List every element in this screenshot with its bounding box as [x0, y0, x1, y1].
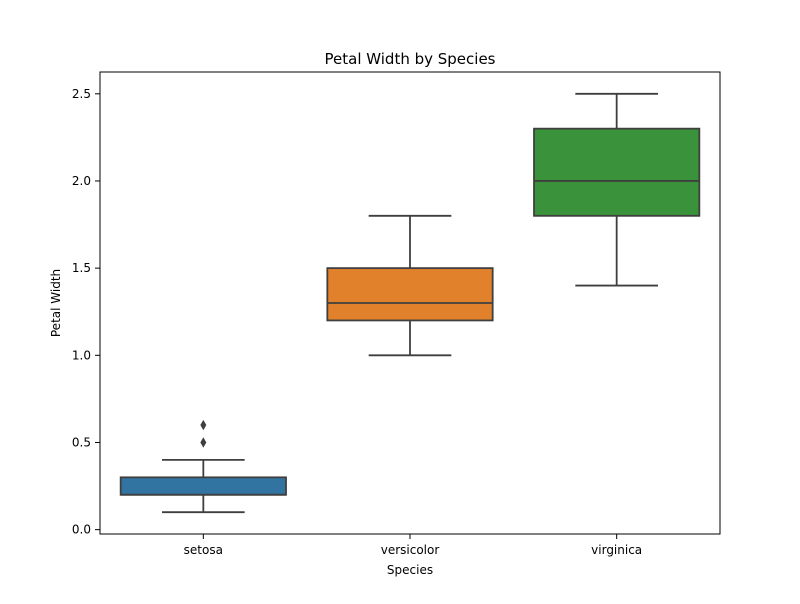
y-tick-label: 1.0	[72, 348, 91, 362]
outlier-point	[200, 437, 207, 448]
iqr-box	[119, 476, 287, 496]
box-versicolor	[326, 214, 494, 357]
iqr-box	[533, 127, 701, 217]
box-virginica	[533, 92, 701, 287]
y-tick-label: 2.0	[72, 174, 91, 188]
y-tick-label: 2.5	[72, 87, 91, 101]
x-axis-label: Species	[387, 563, 433, 577]
axis-ticks: setosa versicolor virginica 0.0 0.5 1.0 1.5 2.0…	[72, 87, 642, 557]
x-tick-label: versicolor	[381, 543, 440, 557]
x-tick-label: setosa	[184, 543, 223, 557]
y-tick-label: 1.5	[72, 261, 91, 275]
chart-title: Petal Width by Species	[325, 50, 496, 68]
y-tick-label: 0.0	[72, 523, 91, 537]
iqr-box	[326, 267, 494, 322]
outlier-point	[200, 419, 207, 431]
x-tick-label: virginica	[591, 543, 642, 557]
y-axis-label: Petal Width	[49, 269, 63, 337]
box-setosa	[119, 419, 287, 514]
plot-area	[119, 92, 701, 514]
y-tick-label: 0.5	[72, 435, 91, 449]
